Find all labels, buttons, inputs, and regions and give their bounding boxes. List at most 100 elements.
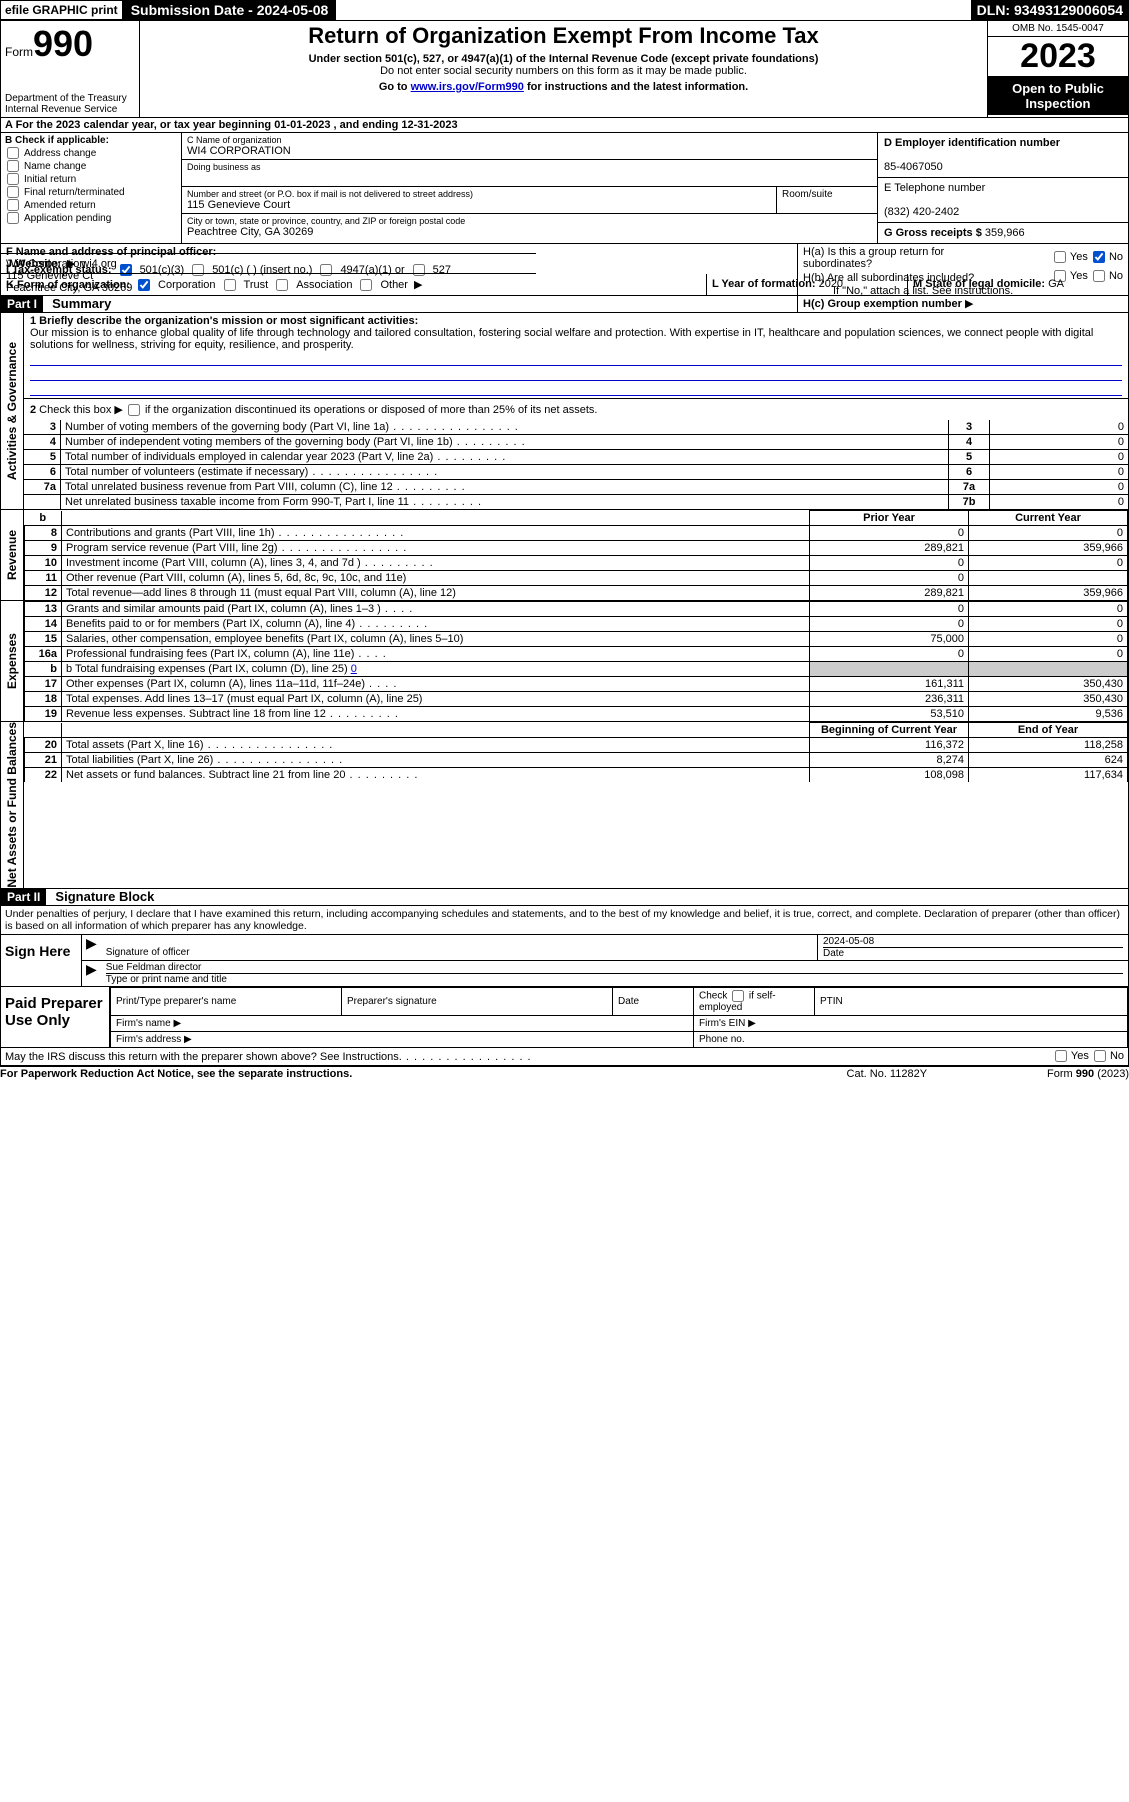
firm-phone-label: Phone no. <box>699 1034 745 1045</box>
form-label: Form990 <box>5 23 135 65</box>
begin-year-hdr: Beginning of Current Year <box>810 723 969 738</box>
chk-self-employed[interactable] <box>732 990 744 1002</box>
form-number: 990 <box>33 23 93 64</box>
fund-b-label: b Total fundraising expenses (Part IX, c… <box>66 663 351 675</box>
subtitle-3: Go to www.irs.gov/Form990 for instructio… <box>144 81 983 93</box>
chk-final-return[interactable] <box>7 186 19 198</box>
part-1-title: Summary <box>46 295 117 312</box>
perjury-statement: Under penalties of perjury, I declare th… <box>1 906 1128 934</box>
lbl-address-change: Address change <box>24 148 96 159</box>
form-of-org-label: K Form of organization: <box>6 279 130 291</box>
chk-discuss-yes[interactable] <box>1055 1050 1067 1062</box>
subtitle-1: Under section 501(c), 527, or 4947(a)(1)… <box>144 53 983 65</box>
header-row: Form990 Department of the Treasury Inter… <box>1 21 1128 118</box>
q1-label: 1 Briefly describe the organization's mi… <box>30 315 418 327</box>
firm-name-label: Firm's name <box>116 1018 171 1029</box>
ptin-label: PTIN <box>815 987 1128 1015</box>
chk-initial-return[interactable] <box>7 173 19 185</box>
chk-trust[interactable] <box>224 279 236 291</box>
sig-officer-label: Signature of officer <box>106 947 190 958</box>
sign-arrow-icon: ▶ <box>82 935 101 960</box>
lbl-discuss-yes: Yes <box>1071 1050 1089 1062</box>
website-value: wi4.org <box>81 258 116 270</box>
org-name-label: C Name of organization <box>187 135 872 145</box>
netassets-table: Beginning of Current YearEnd of Year 20T… <box>24 722 1128 782</box>
form-title: Return of Organization Exempt From Incom… <box>144 23 983 49</box>
side-governance: Activities & Governance <box>5 342 19 480</box>
side-revenue: Revenue <box>5 530 19 580</box>
paperwork-notice: For Paperwork Reduction Act Notice, see … <box>0 1068 352 1080</box>
lbl-corp: Corporation <box>158 279 215 291</box>
paid-preparer-label: Paid Preparer Use Only <box>1 987 110 1047</box>
topbar: efile GRAPHIC print Submission Date - 20… <box>0 0 1129 20</box>
mission-text: Our mission is to enhance global quality… <box>30 327 1093 351</box>
side-expenses: Expenses <box>5 633 19 689</box>
part-1-label: Part I <box>1 296 43 312</box>
lbl-other: Other <box>380 279 408 291</box>
form-990: Form990 Department of the Treasury Inter… <box>0 20 1129 1066</box>
lbl-name-change: Name change <box>24 161 86 172</box>
lbl-initial-return: Initial return <box>24 174 76 185</box>
sig-date-label: Date <box>823 948 844 959</box>
sign-here-label: Sign Here <box>1 935 82 986</box>
gross-receipts-label: G Gross receipts $ <box>884 227 982 239</box>
chk-amended-return[interactable] <box>7 199 19 211</box>
prep-date-label: Date <box>613 987 694 1015</box>
phone-value: (832) 420-2402 <box>884 206 959 218</box>
chk-name-change[interactable] <box>7 160 19 172</box>
lbl-no: No <box>1109 251 1123 263</box>
chk-ha-yes[interactable] <box>1054 251 1066 263</box>
fund-b-value[interactable]: 0 <box>351 663 357 675</box>
city-state-zip: Peachtree City, GA 30269 <box>187 226 313 238</box>
current-year-hdr: Current Year <box>969 511 1128 526</box>
chk-discontinued[interactable] <box>128 404 140 416</box>
ein-value: 85-4067050 <box>884 161 943 173</box>
lbl-final-return: Final return/terminated <box>24 187 125 198</box>
form-footer: Form 990 (2023) <box>1047 1068 1129 1080</box>
preparer-table: Print/Type preparer's name Preparer's si… <box>110 987 1128 1047</box>
row-a-tax-year: A For the 2023 calendar year, or tax yea… <box>1 118 1128 133</box>
governance-table: 3Number of voting members of the governi… <box>24 420 1128 510</box>
side-netassets: Net Assets or Fund Balances <box>5 722 19 888</box>
prep-sig-label: Preparer's signature <box>342 987 613 1015</box>
ein-label: D Employer identification number <box>884 137 1060 149</box>
firm-ein-label: Firm's EIN <box>699 1018 745 1029</box>
firm-addr-label: Firm's address <box>116 1034 181 1045</box>
lbl-trust: Trust <box>244 279 269 291</box>
omb-number: OMB No. 1545-0047 <box>988 21 1128 37</box>
sign-arrow-icon-2: ▶ <box>82 961 101 986</box>
part-2-label: Part II <box>1 889 46 905</box>
chk-other[interactable] <box>360 279 372 291</box>
efile-label: efile GRAPHIC print <box>0 0 123 20</box>
city-label: City or town, state or province, country… <box>187 216 872 226</box>
hc-label: H(c) Group exemption number ▶ <box>803 297 1123 310</box>
cat-no: Cat. No. 11282Y <box>847 1068 928 1080</box>
dln: DLN: 93493129006054 <box>971 0 1129 20</box>
submission-date: Submission Date - 2024-05-08 <box>123 0 337 20</box>
chk-ha-no[interactable] <box>1093 251 1105 263</box>
end-year-hdr: End of Year <box>969 723 1128 738</box>
lbl-application-pending: Application pending <box>24 213 111 224</box>
q2-label: 2 Check this box ▶ if the organization d… <box>30 404 597 416</box>
lbl-assoc: Association <box>296 279 352 291</box>
street-label: Number and street (or P.O. box if mail i… <box>187 189 771 199</box>
chk-assoc[interactable] <box>276 279 288 291</box>
lbl-amended-return: Amended return <box>24 200 96 211</box>
form990-link[interactable]: www.irs.gov/Form990 <box>411 81 524 93</box>
sig-date: 2024-05-08 <box>823 936 1123 948</box>
domicile-label: M State of legal domicile: <box>913 278 1045 290</box>
subtitle-2: Do not enter social security numbers on … <box>144 65 983 77</box>
lbl-yes: Yes <box>1070 251 1088 263</box>
ha-label: H(a) Is this a group return for subordin… <box>803 246 993 270</box>
chk-corp[interactable] <box>138 279 150 291</box>
chk-application-pending[interactable] <box>7 212 19 224</box>
chk-discuss-no[interactable] <box>1094 1050 1106 1062</box>
chk-address-change[interactable] <box>7 147 19 159</box>
year-formation: 2020 <box>819 278 843 290</box>
gross-receipts-value: 359,966 <box>985 227 1025 239</box>
revenue-table: bPrior YearCurrent Year 8Contributions a… <box>24 510 1128 601</box>
domicile: GA <box>1048 278 1064 290</box>
street-address: 115 Genevieve Court <box>187 199 290 211</box>
discuss-text: May the IRS discuss this return with the… <box>5 1051 532 1063</box>
department: Department of the Treasury Internal Reve… <box>5 93 135 115</box>
